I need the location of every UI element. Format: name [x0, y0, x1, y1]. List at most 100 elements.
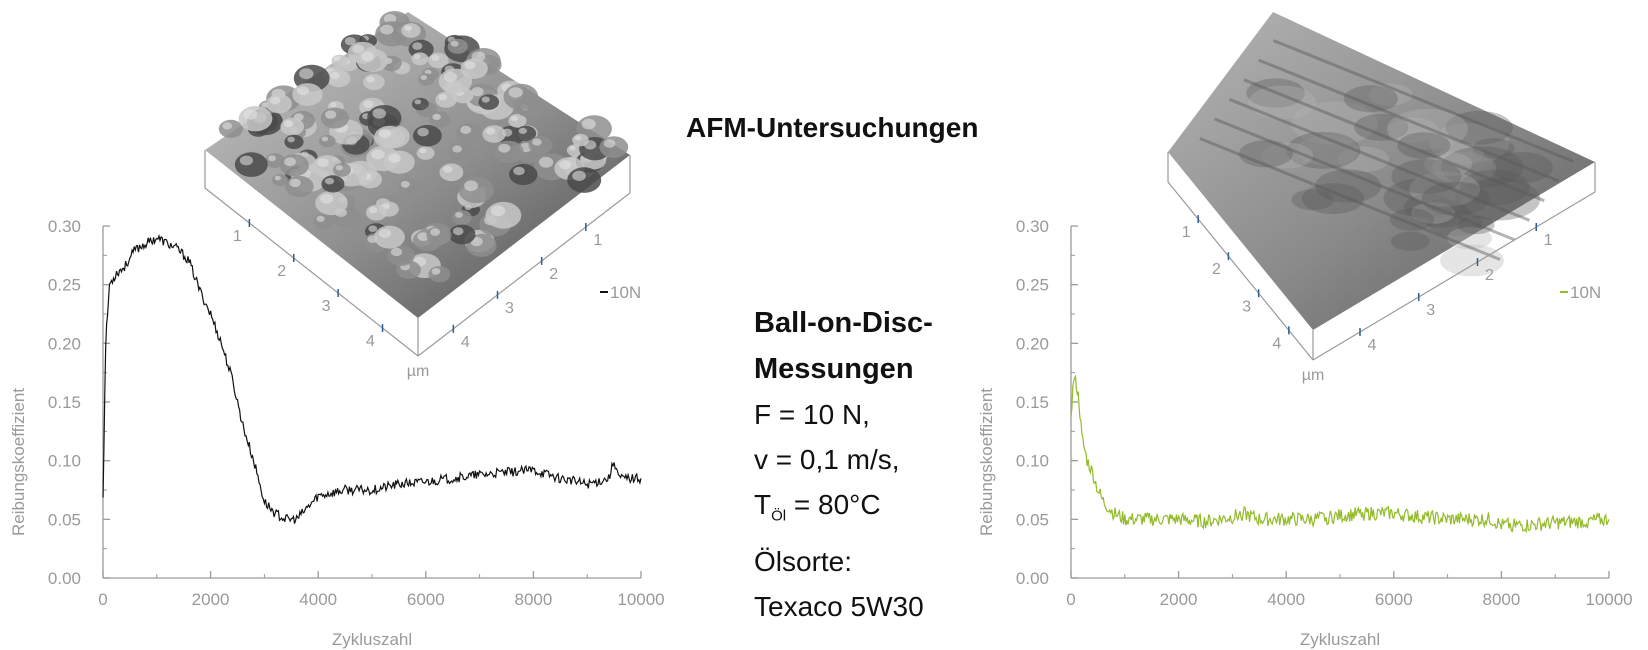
afm-grain-highlight: [378, 128, 391, 138]
afm-grain-highlight: [450, 40, 459, 47]
afm-grain-highlight: [299, 68, 314, 80]
afm-relief: [1413, 199, 1470, 228]
afm-relief: [1411, 202, 1455, 224]
afm-grain: [234, 152, 268, 177]
afm-grain: [319, 134, 336, 148]
afm-scratch: [1228, 97, 1531, 222]
afm-relief: [1455, 177, 1541, 221]
afm-grain-highlight: [581, 118, 596, 130]
y-tick-label: 0.30: [1016, 217, 1049, 236]
afm-grain-highlight: [296, 86, 310, 96]
condition-temperature: TÖl = 80°C: [754, 482, 994, 539]
x-tick-label: 0: [1066, 590, 1075, 609]
afm-grain: [429, 111, 451, 128]
afm-relief: [1296, 134, 1359, 166]
afm-grain-highlight: [324, 177, 335, 185]
afm-grain-highlight: [222, 122, 233, 130]
afm-relief: [1404, 194, 1455, 220]
afm-relief: [1343, 85, 1398, 113]
chart-plot: 0.00 0.05 0.10 0.15 0.20 0.25 0.30 0 2000 4000 600…: [977, 217, 1633, 649]
afm-relief: [1423, 152, 1473, 177]
afm-relief: [1445, 110, 1513, 145]
afm-grain-highlight: [270, 96, 281, 105]
afm-grain-highlight: [431, 54, 440, 62]
afm-scratch: [1214, 117, 1516, 242]
afm-grain-highlight: [335, 165, 343, 171]
afm-grain-highlight: [368, 225, 378, 232]
afm-tick-label: 1: [1544, 232, 1553, 249]
afm-grain: [397, 178, 421, 196]
afm-relief: [1472, 138, 1515, 159]
x-tick-label: 0: [98, 590, 107, 609]
x-tick-label: 6000: [407, 590, 445, 609]
afm-grain-highlight: [481, 96, 490, 103]
afm-grain: [374, 125, 405, 149]
afm-grain: [447, 38, 468, 54]
page-title: AFM-Untersuchungen: [686, 112, 979, 143]
afm-grain: [439, 163, 464, 182]
afm-relief: [1391, 159, 1462, 194]
x-tick-label: 10000: [1585, 590, 1632, 609]
afm-grain: [452, 210, 472, 225]
y-tick-label: 0.00: [48, 569, 81, 588]
afm-grain: [416, 146, 435, 160]
y-tick-label: 0.30: [48, 217, 81, 236]
condition-oil-label: Ölsorte:: [754, 545, 853, 577]
afm-relief: [1409, 171, 1481, 207]
afm-relief: [1389, 208, 1435, 231]
afm-relief: [1291, 101, 1378, 145]
series-line: [102, 233, 642, 524]
afm-relief: [1390, 231, 1430, 251]
x-tick-label: 4000: [1267, 590, 1305, 609]
condition-speed: v = 0,1 m/s,: [754, 444, 900, 475]
afm-unit-label: µm: [407, 363, 430, 380]
afm-grain: [401, 23, 421, 38]
afm-tick-label: 3: [1426, 302, 1435, 319]
afm-grain: [315, 190, 348, 216]
afm-tick-label: 3: [505, 300, 514, 317]
afm-grain: [503, 83, 539, 110]
afm-grain-highlight: [388, 153, 401, 163]
afm-grain-highlight: [417, 232, 430, 242]
afm-grain-highlight: [283, 120, 294, 128]
y-tick-label: 0.05: [1016, 510, 1049, 529]
afm-relief: [1491, 152, 1553, 183]
afm-relief: [1261, 142, 1314, 169]
y-tick-label: 0.25: [48, 276, 81, 295]
afm-grain-highlight: [471, 87, 484, 97]
afm-grain-highlight: [363, 100, 374, 108]
afm-grain: [567, 167, 602, 193]
afm-relief: [1421, 181, 1490, 216]
afm-grain: [599, 136, 629, 158]
x-tick-label: 2000: [192, 590, 230, 609]
afm-relief: [1440, 146, 1524, 188]
afm-relief: [1397, 132, 1451, 159]
x-tick-label: 10000: [617, 590, 664, 609]
afm-grain-highlight: [372, 108, 387, 119]
afm-grain: [238, 106, 273, 132]
afm-grain: [411, 97, 429, 111]
afm-grain-highlight: [455, 211, 463, 218]
chart-plot: 0.00 0.05 0.10 0.15 0.20 0.25 0.30 0 2000 4000 600…: [9, 217, 665, 649]
afm-relief: [1238, 140, 1294, 168]
afm-relief: [1439, 143, 1484, 166]
afm-grain: [280, 117, 305, 136]
afm-tick-label: 1: [593, 232, 602, 249]
afm-grain-highlight: [508, 87, 523, 98]
afm-grain: [363, 73, 385, 91]
afm-tick-label: 4: [1368, 337, 1377, 354]
afm-image: 1 1 2 2 3 3 4 4 µm: [204, 11, 631, 380]
afm-relief: [1286, 131, 1361, 169]
afm-unit-label: µm: [1302, 367, 1325, 384]
afm-grain-highlight: [538, 156, 554, 168]
chart-right: 1 1 2 2 3 3 4 4 µm 0.00 0.05 0.10 0.15 0.20 0.25 0.30 0 2…: [977, 12, 1633, 649]
afm-grain-highlight: [532, 138, 542, 146]
y-tick-label: 0.05: [48, 510, 81, 529]
afm-surface: [1168, 12, 1595, 330]
temp-prefix: T: [754, 489, 772, 520]
afm-grain: [374, 225, 405, 249]
afm-grain-highlight: [569, 145, 576, 151]
afm-relief: [1302, 183, 1365, 215]
afm-relief: [1447, 227, 1493, 250]
afm-grain: [331, 54, 349, 68]
